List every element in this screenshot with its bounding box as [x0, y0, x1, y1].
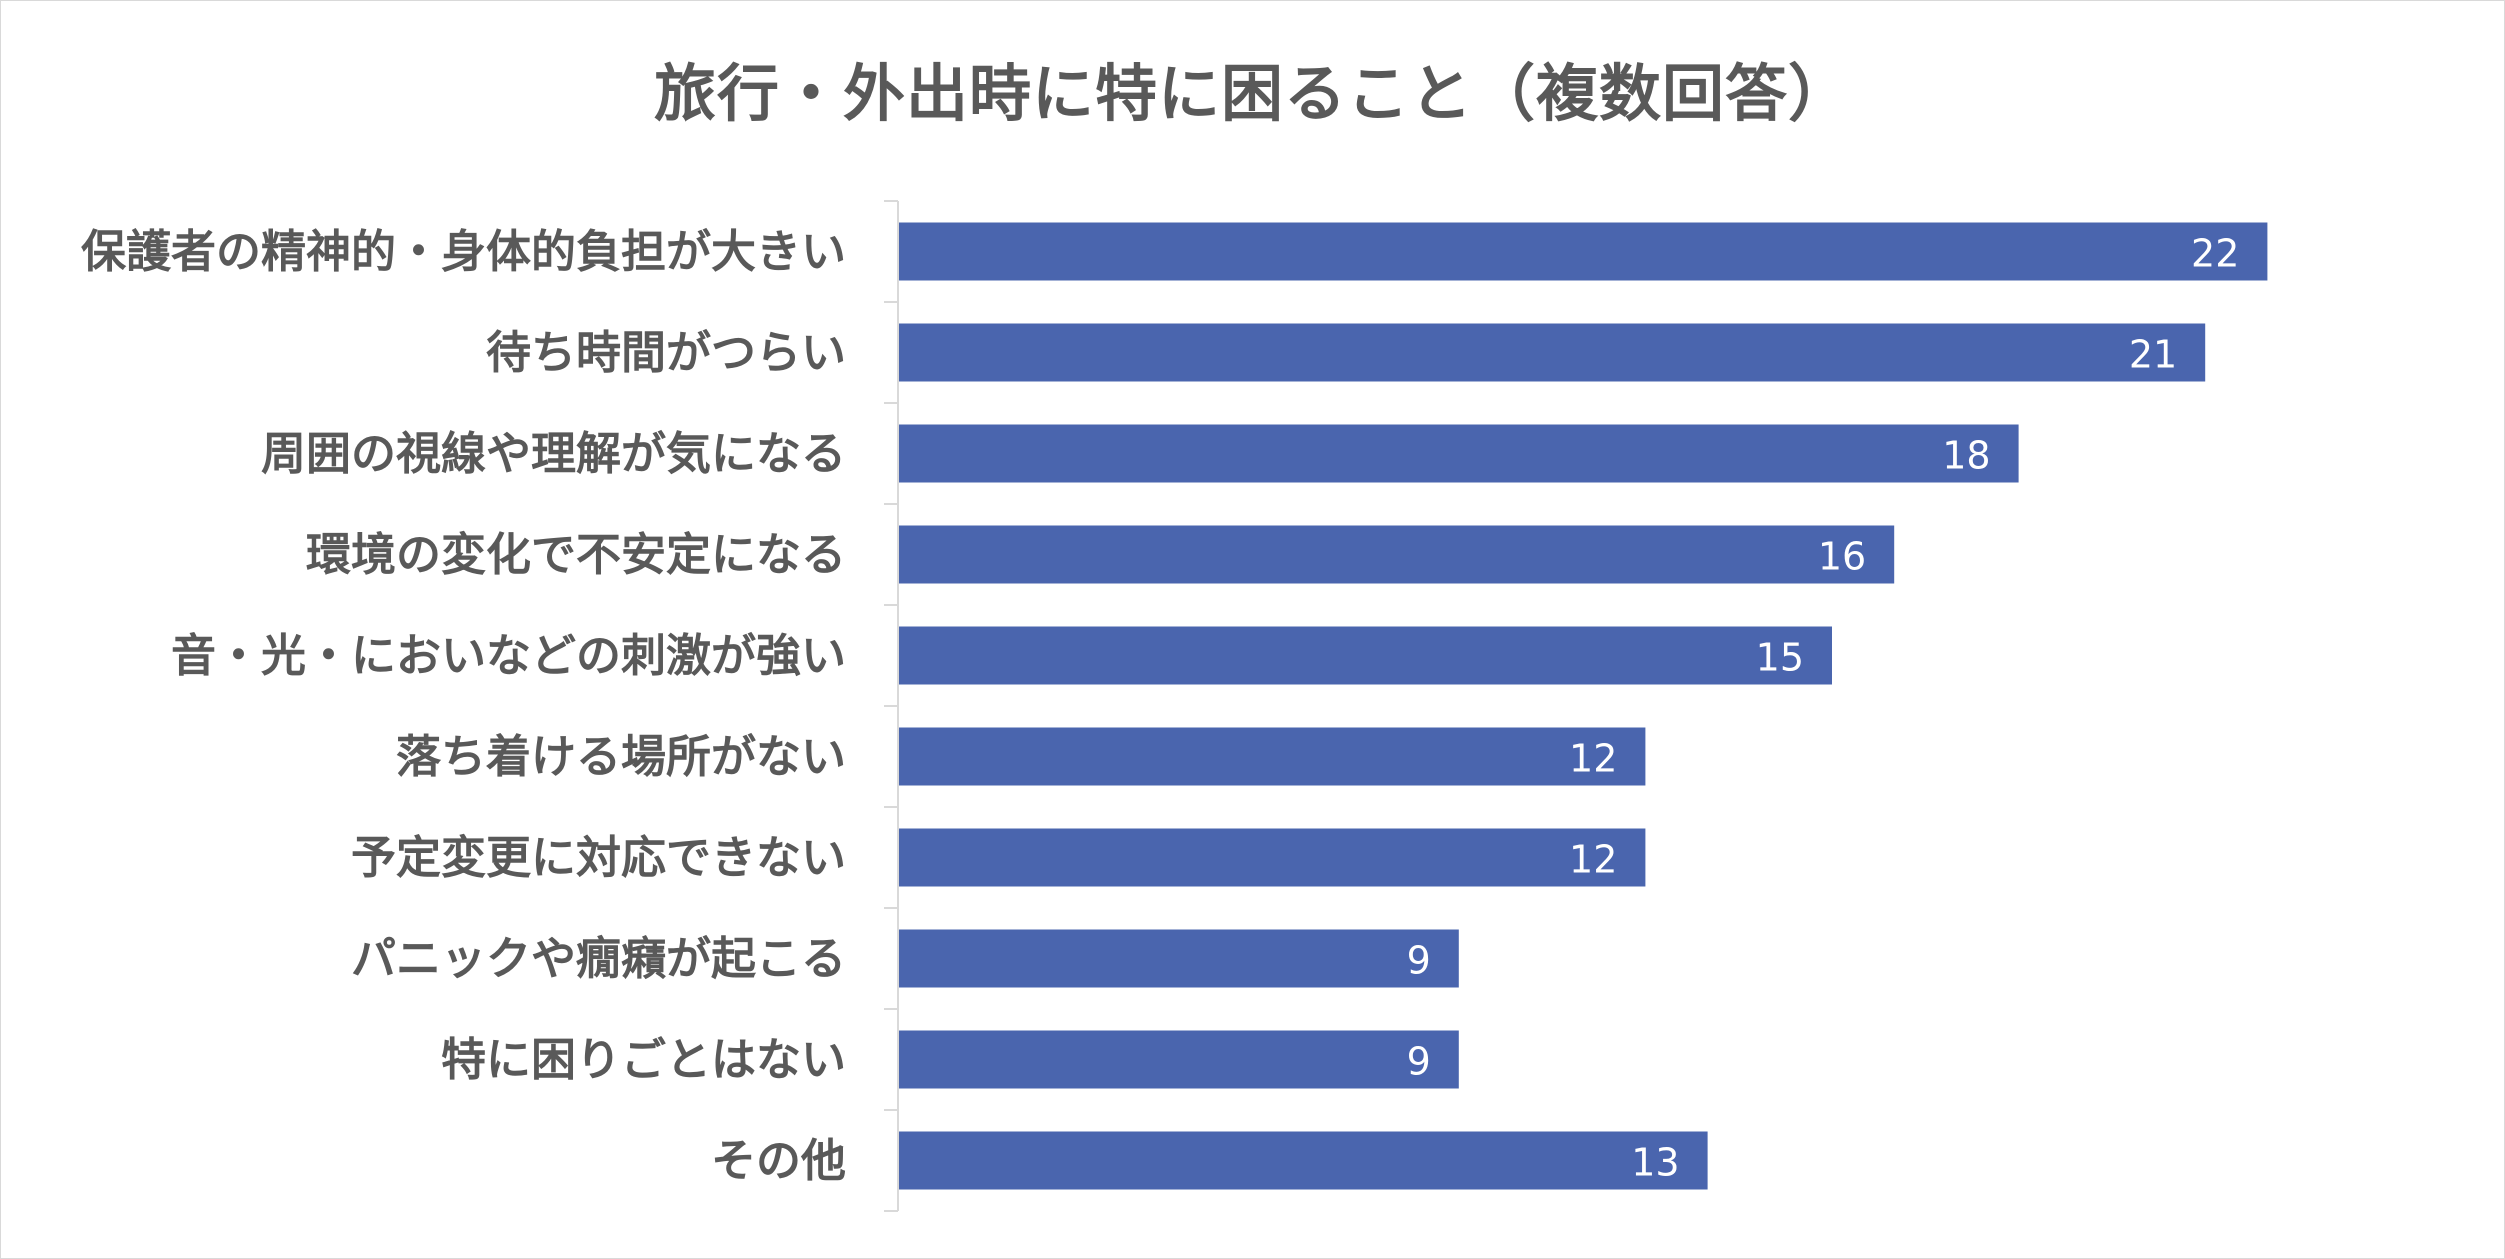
bar	[899, 828, 1646, 887]
bar	[899, 727, 1646, 786]
data-label: 15	[1756, 636, 1804, 680]
bar	[899, 1131, 1708, 1190]
category-label: パニックや癇癪が起こる	[351, 932, 846, 985]
data-label: 18	[1942, 434, 1990, 478]
category-label: その他	[711, 1134, 846, 1187]
data-label: 9	[1407, 939, 1431, 983]
category-label: 周囲の視線や理解が気になる	[261, 427, 846, 480]
bar	[899, 929, 1459, 988]
bar	[899, 323, 2206, 382]
chart-title: 旅行・外出時に特に困ること（複数回答）	[653, 57, 1851, 130]
bar	[899, 525, 1895, 584]
category-label: 待ち時間がつらい	[486, 326, 846, 379]
bar	[899, 1030, 1459, 1089]
category-label: 落ち着ける場所がない	[396, 730, 846, 783]
bar	[899, 222, 2268, 281]
category-label: 音・光・においなどの刺激が強い	[171, 629, 846, 682]
data-label: 9	[1407, 1040, 1431, 1084]
data-label: 22	[2191, 232, 2239, 276]
data-label: 16	[1818, 535, 1866, 579]
bar	[899, 626, 1832, 685]
data-label: 12	[1569, 737, 1617, 781]
data-label: 13	[1631, 1141, 1679, 1185]
category-label: 環境の変化で不安定になる	[306, 528, 846, 581]
category-label: 特に困りごとはない	[441, 1033, 846, 1086]
data-label: 21	[2129, 333, 2177, 377]
category-label: 保護者の精神的・身体的負担が大きい	[81, 225, 846, 278]
data-label: 12	[1569, 838, 1617, 882]
category-label: 予定変更に対応できない	[351, 831, 846, 884]
bar	[899, 424, 2019, 483]
